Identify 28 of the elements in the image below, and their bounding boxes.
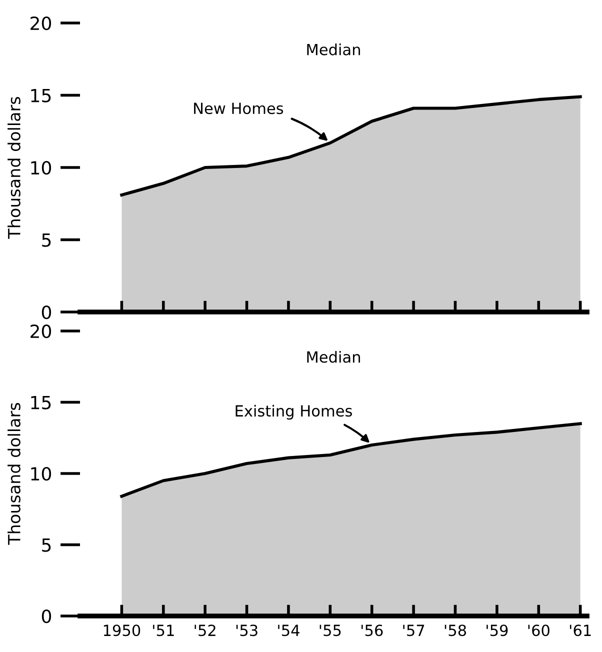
y-tick-label: 10 bbox=[31, 466, 52, 481]
x-tick-label: '59 bbox=[486, 624, 508, 636]
y-axis-title: Thousand dollars bbox=[8, 403, 20, 545]
y-tick-label: 0 bbox=[42, 305, 52, 320]
x-tick-label: '55 bbox=[320, 624, 341, 636]
y-tick-label: 5 bbox=[42, 538, 51, 552]
x-tick-label: '54 bbox=[278, 624, 300, 636]
x-tick-label: 1950 bbox=[104, 624, 140, 636]
text: Median bbox=[307, 350, 360, 363]
y-tick-label: 0 bbox=[42, 609, 52, 624]
y-axis-title: Thousand dollars bbox=[8, 97, 20, 239]
x-tick-label: '52 bbox=[194, 624, 216, 636]
y-tick-label: 5 bbox=[42, 233, 51, 247]
x-tick-label: '58 bbox=[444, 624, 466, 636]
x-tick-label: '61 bbox=[570, 624, 591, 636]
y-tick-label: 10 bbox=[31, 160, 52, 175]
x-tick-label: '53 bbox=[236, 624, 258, 636]
annotation: Existing Homes bbox=[236, 404, 352, 420]
x-tick-label: '56 bbox=[362, 624, 383, 636]
x-tick-label: '57 bbox=[403, 624, 424, 636]
text: Median bbox=[307, 44, 360, 56]
y-tick-label: 15 bbox=[31, 396, 51, 410]
y-tick-label: 20 bbox=[30, 16, 52, 30]
x-tick-label: '60 bbox=[528, 624, 550, 636]
y-tick-label: 20 bbox=[30, 324, 52, 338]
annotation: New Homes bbox=[194, 102, 284, 114]
y-tick-label: 15 bbox=[31, 88, 51, 102]
x-tick-label: '51 bbox=[153, 624, 174, 636]
